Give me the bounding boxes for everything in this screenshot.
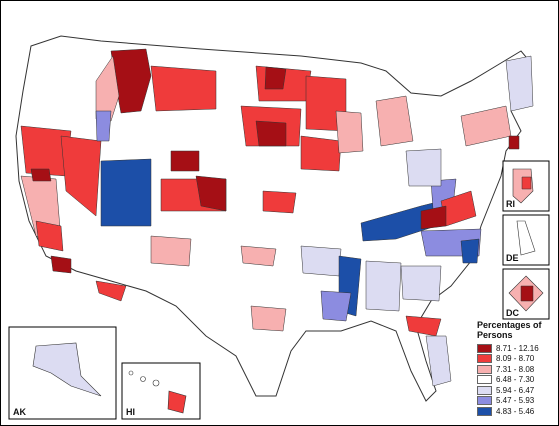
inset-label-de: DE (506, 253, 519, 263)
region-nevada (60, 135, 102, 217)
region-la (35, 220, 64, 252)
legend: Percentages of Persons 8.71 - 12.16 8.09… (477, 320, 555, 417)
inset-label-dc: DC (506, 308, 519, 318)
region-new-england (505, 55, 534, 112)
inset-label-alaska: AK (13, 407, 26, 417)
legend-label: 6.48 - 7.30 (496, 375, 535, 385)
region-nebraska (300, 135, 342, 172)
region-ohio (405, 148, 442, 187)
region-texas-pink (250, 305, 287, 332)
inset-frame-hawaii (121, 362, 201, 420)
region-utah (100, 158, 152, 227)
region-nd-dark (264, 66, 287, 90)
inset-label-hawaii: HI (126, 407, 135, 417)
region-arkansas (300, 245, 342, 277)
legend-label: 5.47 - 5.93 (496, 396, 535, 406)
region-nc-coast (460, 238, 480, 264)
legend-rows: 8.71 - 12.16 8.09 - 8.70 7.31 - 8.08 6.4… (477, 343, 555, 417)
legend-label: 4.83 - 5.46 (496, 406, 535, 416)
legend-item: 6.48 - 7.30 (477, 375, 555, 386)
region-nm-pink (150, 235, 192, 267)
legend-label: 8.71 - 12.16 (496, 343, 539, 353)
legend-item: 5.94 - 6.47 (477, 385, 555, 396)
legend-swatch (477, 364, 492, 374)
hawaii-island-3 (152, 379, 160, 387)
legend-swatch (477, 354, 492, 364)
region-california-south (50, 255, 72, 274)
dc-dark (520, 285, 534, 302)
region-arizona-south (95, 280, 127, 302)
alaska-shape (32, 342, 102, 397)
region-wisconsin (335, 110, 364, 154)
legend-item: 8.71 - 12.16 (477, 343, 555, 354)
region-oklahoma-pink (240, 245, 277, 267)
legend-swatch (477, 375, 492, 385)
hawaii-island-2 (140, 376, 146, 382)
region-florida (425, 335, 452, 387)
legend-label: 5.94 - 6.47 (496, 385, 535, 395)
legend-item: 7.31 - 8.08 (477, 364, 555, 375)
hawaii-big-island (167, 390, 187, 414)
legend-item: 8.09 - 8.70 (477, 354, 555, 365)
region-california-bay (30, 168, 52, 182)
legend-swatch (477, 406, 492, 416)
region-virginia-dark (420, 205, 447, 230)
ri-dark (521, 176, 532, 190)
region-rhode-island-main (508, 135, 520, 150)
legend-swatch (477, 343, 492, 353)
region-colorado-dark (195, 175, 227, 212)
legend-label: 7.31 - 8.08 (496, 364, 535, 374)
legend-label: 8.09 - 8.70 (496, 354, 535, 364)
legend-title: Percentages of Persons (477, 320, 542, 340)
region-michigan (375, 95, 414, 147)
region-louisiana (320, 290, 352, 322)
inset-frame-alaska (8, 326, 117, 420)
region-kansas-west (262, 190, 297, 214)
legend-swatch (477, 385, 492, 395)
region-georgia (400, 265, 442, 302)
de-shape (516, 220, 536, 256)
hawaii-island-1 (128, 370, 134, 376)
region-sd-dark (255, 120, 287, 147)
legend-item: 4.83 - 5.46 (477, 406, 555, 417)
region-montana-central (150, 65, 217, 112)
legend-swatch (477, 396, 492, 406)
region-alabama (365, 260, 402, 312)
legend-item: 5.47 - 5.93 (477, 396, 555, 407)
region-idaho-blue (95, 110, 112, 142)
region-wyoming-dark (170, 150, 200, 172)
inset-label-ri: RI (506, 199, 515, 209)
